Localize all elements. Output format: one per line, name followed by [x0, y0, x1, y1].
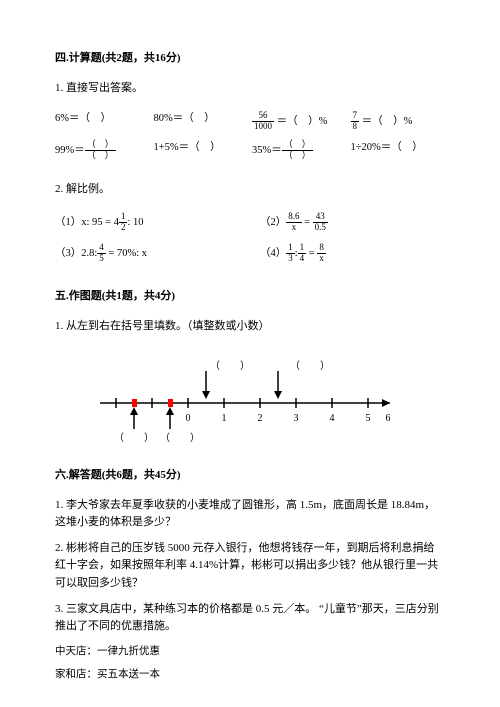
frac-4-5: 4 5 — [97, 243, 106, 264]
calc-2: 80%＝（ ） — [154, 111, 249, 132]
frac-den: 8 — [351, 122, 360, 132]
frac-1-3: 1 3 — [286, 243, 295, 264]
sec5-q1-label: 1. 从左到右在括号里填数。（填整数或小数） — [55, 318, 445, 336]
tick-0: 0 — [186, 413, 191, 424]
number-line-svg: 0 1 2 3 4 5 6 （ ） （ ） — [90, 353, 410, 443]
marker-red-1 — [132, 399, 137, 407]
calc-3: 56 1000 ＝（ ）% — [252, 111, 347, 132]
ratio-3-pre: （3）2.8: — [55, 248, 97, 259]
frac-8-x: 8 x — [317, 243, 326, 264]
sec6-q1: 1. 李大爷家去年夏季收获的小麦堆成了圆锥形，高 1.5m，底面周长是 18.8… — [55, 497, 445, 532]
frac-den: 3 — [286, 254, 295, 264]
section-5-header: 五.作图题(共1题，共4分) — [55, 288, 445, 306]
tick-1: 1 — [222, 413, 227, 424]
ratio-2-pre: （2） — [260, 217, 286, 228]
calc-8: 1÷20%＝（ ） — [351, 140, 446, 161]
marker-red-2 — [168, 399, 173, 407]
section-4-header: 四.计算题(共2题，共16分) — [55, 50, 445, 68]
frac-den: （ ） — [282, 151, 313, 161]
ratio-4-mid2: = — [306, 248, 317, 259]
tick-2: 2 — [258, 413, 263, 424]
sec4-q2-label: 2. 解比例。 — [55, 181, 445, 199]
top-arrow-2: （ ） — [274, 360, 330, 399]
frac-43-05: 43 0.5 — [313, 212, 328, 233]
bot-blank-2: （ ） — [160, 432, 200, 443]
top-blank-1: （ ） — [210, 360, 250, 372]
frac-1-4: 1 4 — [298, 243, 307, 264]
bot-blank-1: （ ） — [114, 432, 154, 443]
frac-56-1000: 56 1000 — [252, 111, 274, 132]
top-arrow-1: （ ） — [202, 360, 250, 399]
sec4-q1-label: 1. 直接写出答案。 — [55, 80, 445, 98]
calc-3-tail: ＝（ ）% — [274, 116, 327, 127]
sec6-q3b: 家和店：买五本送一本 — [55, 667, 445, 684]
frac-den: 4 — [298, 254, 307, 264]
frac-blank-1: （ ） （ ） — [85, 140, 116, 161]
calc-5-pre: 99%＝ — [55, 145, 85, 156]
frac-den: （ ） — [85, 151, 116, 161]
calc-7-pre: 35%＝ — [252, 145, 282, 156]
calc-4-tail: ＝（ ）% — [359, 116, 412, 127]
sec6-q3: 3. 三家文具店中，某种练习本的价格都是 0.5 元／本。 “儿童节”那天，三店… — [55, 601, 445, 636]
ratio-2: （2） 8.6 x = 43 0.5 — [260, 212, 445, 233]
ratio-1: （1）x: 95 = 4 1 2 : 10 — [55, 212, 240, 233]
frac-den: x — [286, 223, 301, 233]
tick-6: 6 — [386, 413, 391, 424]
section-6-header: 六.解答题(共6题，共45分) — [55, 467, 445, 485]
frac-den: x — [317, 254, 326, 264]
top-blank-2: （ ） — [290, 360, 330, 372]
calc-4: 7 8 ＝（ ）% — [351, 111, 446, 132]
tick-5: 5 — [366, 413, 371, 424]
calc-7: 35%＝ （ ） （ ） — [252, 140, 347, 161]
frac-den: 1000 — [252, 122, 274, 132]
ratio-4: （4） 1 3 : 1 4 = 8 x — [260, 243, 445, 264]
tick-4: 4 — [330, 413, 335, 424]
calc-5: 99%＝ （ ） （ ） — [55, 140, 150, 161]
frac-blank-2: （ ） （ ） — [282, 140, 313, 161]
calc-grid: 6%＝（ ） 80%＝（ ） 56 1000 ＝（ ）% 7 8 ＝（ ）% 9… — [55, 111, 445, 161]
sec6-q2: 2. 彬彬将自己的压岁钱 5000 元存入银行，他想将钱存一年，到期后将利息捐给… — [55, 540, 445, 593]
ratio-3-post: = 70%: x — [106, 248, 147, 259]
frac-7-8: 7 8 — [351, 111, 360, 132]
frac-den: 5 — [97, 254, 106, 264]
ratio-2-mid: = — [302, 217, 313, 228]
sec6-q3a: 中天店：一律九折优惠 — [55, 644, 445, 661]
number-line-wrap: 0 1 2 3 4 5 6 （ ） （ ） — [55, 353, 445, 443]
ratio-1-post: : 10 — [127, 217, 143, 228]
ratio-1-pre: （1）x: 95 = 4 — [55, 217, 119, 228]
frac-86-x: 8.6 x — [286, 212, 301, 233]
bot-arrow-2: （ ） — [160, 407, 200, 443]
ratio-grid: （1）x: 95 = 4 1 2 : 10 （2） 8.6 x = 43 0.5… — [55, 212, 445, 264]
bot-arrow-1: （ ） — [114, 407, 154, 443]
ratio-3: （3）2.8: 4 5 = 70%: x — [55, 243, 240, 264]
ratio-4-pre: （4） — [260, 248, 286, 259]
calc-6: 1+5%＝（ ） — [154, 140, 249, 161]
frac-den: 0.5 — [313, 223, 328, 233]
calc-1: 6%＝（ ） — [55, 111, 150, 132]
tick-3: 3 — [294, 413, 299, 424]
